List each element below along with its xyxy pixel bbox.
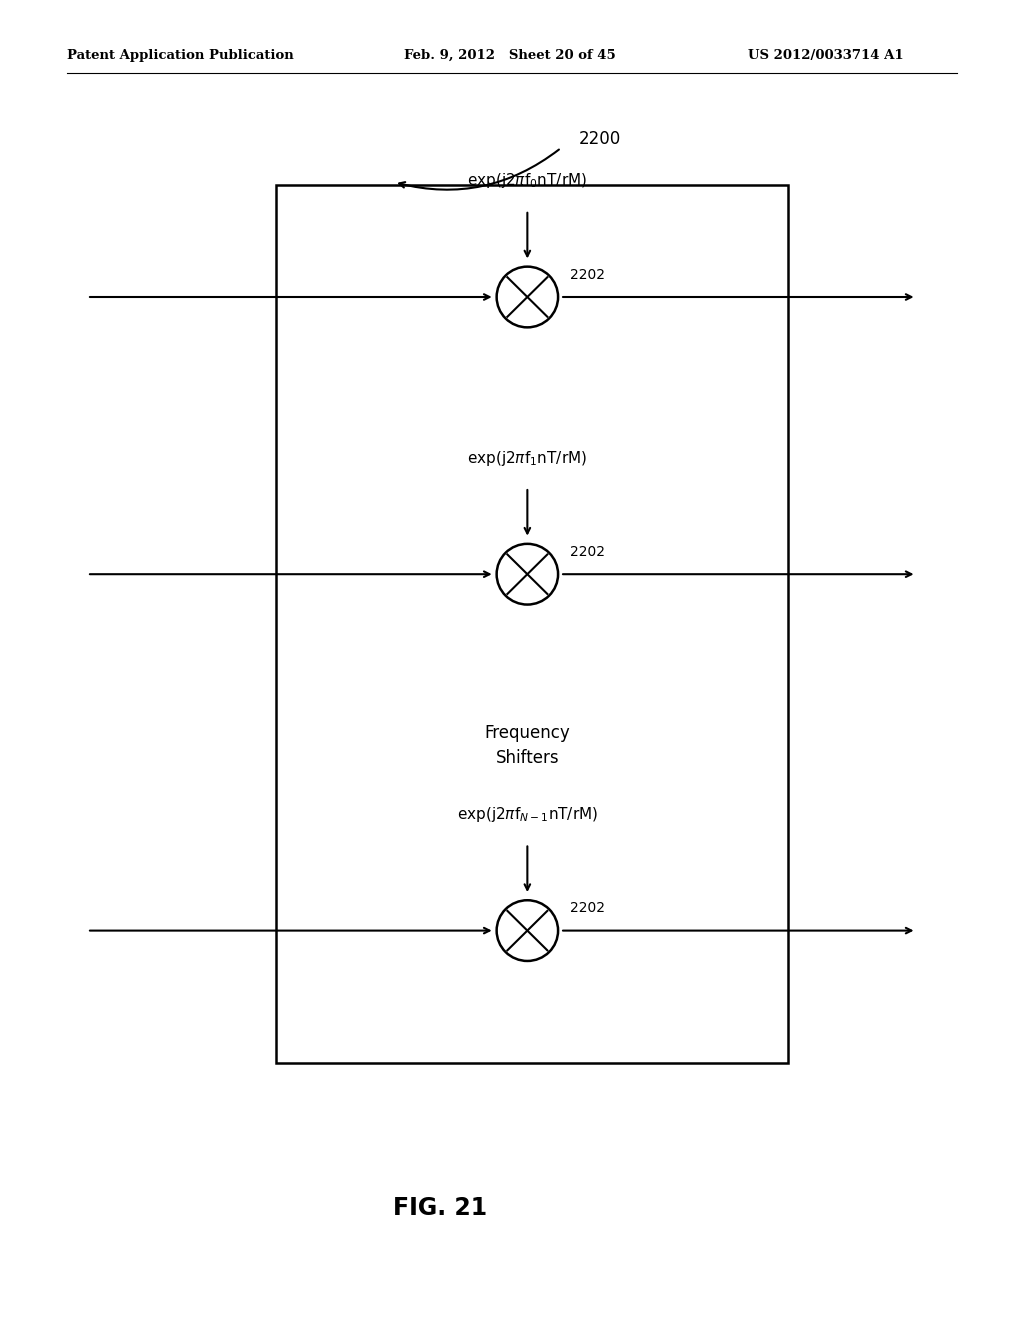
Ellipse shape <box>497 900 558 961</box>
Text: 2202: 2202 <box>570 902 605 916</box>
Text: 2202: 2202 <box>570 268 605 281</box>
Text: Frequency
Shifters: Frequency Shifters <box>484 725 570 767</box>
Text: Patent Application Publication: Patent Application Publication <box>67 49 293 62</box>
Text: FIG. 21: FIG. 21 <box>393 1196 487 1220</box>
Text: exp(j2$\pi$f$_1$nT/rM): exp(j2$\pi$f$_1$nT/rM) <box>467 449 588 467</box>
Text: exp(j2$\pi$f$_0$nT/rM): exp(j2$\pi$f$_0$nT/rM) <box>467 172 588 190</box>
Text: 2202: 2202 <box>570 545 605 560</box>
Text: 2200: 2200 <box>579 129 621 148</box>
FancyBboxPatch shape <box>276 185 788 1063</box>
Text: US 2012/0033714 A1: US 2012/0033714 A1 <box>748 49 903 62</box>
Ellipse shape <box>497 544 558 605</box>
Text: Feb. 9, 2012   Sheet 20 of 45: Feb. 9, 2012 Sheet 20 of 45 <box>404 49 616 62</box>
Text: exp(j2$\pi$f$_{N-1}$nT/rM): exp(j2$\pi$f$_{N-1}$nT/rM) <box>457 805 598 824</box>
Ellipse shape <box>497 267 558 327</box>
